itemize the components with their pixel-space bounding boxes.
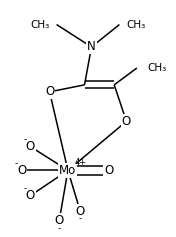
Text: N: N <box>87 41 96 54</box>
Text: -: - <box>24 135 27 144</box>
Text: -: - <box>78 214 82 223</box>
Text: 4+: 4+ <box>75 158 87 167</box>
Text: CH₃: CH₃ <box>147 63 167 73</box>
Text: O: O <box>45 85 54 98</box>
Text: O: O <box>26 140 35 153</box>
Text: CH₃: CH₃ <box>126 19 146 30</box>
Text: O: O <box>26 189 35 202</box>
Text: Mo: Mo <box>59 164 77 177</box>
Text: -: - <box>58 224 61 233</box>
Text: O: O <box>76 205 85 218</box>
Text: -: - <box>24 184 27 193</box>
Text: -: - <box>15 159 18 168</box>
Text: O: O <box>122 115 131 128</box>
Text: O: O <box>104 164 114 177</box>
Text: O: O <box>55 214 64 227</box>
Text: CH₃: CH₃ <box>30 19 50 30</box>
Text: O: O <box>17 164 26 177</box>
